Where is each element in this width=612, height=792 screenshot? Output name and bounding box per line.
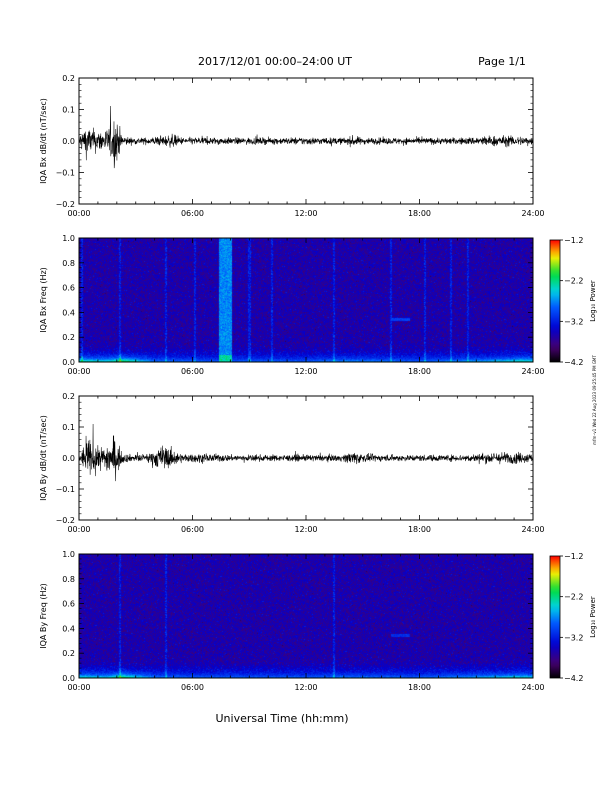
data-series-line <box>79 105 533 169</box>
y-axis-label: IQA Bx Freq (Hz) <box>39 267 48 333</box>
x-tick-label: 12:00 <box>294 367 317 376</box>
side-stamp: mfm–v1 Wed 22 Aug 2023 09:25:45 PM GMT <box>592 355 597 445</box>
colorbar-label: Log₁₀ Power <box>589 280 597 322</box>
x-tick-label: 18:00 <box>408 683 431 692</box>
spectrogram-image <box>79 554 533 678</box>
y-axis-label: IQA By dB/dt (nT/sec) <box>39 415 48 501</box>
y-tick-label: 0.0 <box>62 454 75 463</box>
y-tick-label: 0.0 <box>62 674 75 683</box>
x-tick-label: 24:00 <box>521 525 544 534</box>
x-tick-label: 00:00 <box>67 525 90 534</box>
y-tick-label: 0.2 <box>62 74 75 83</box>
page-indicator: Page 1/1 <box>478 55 526 68</box>
x-tick-label: 18:00 <box>408 367 431 376</box>
x-tick-label: 24:00 <box>521 367 544 376</box>
x-tick-label: 12:00 <box>294 525 317 534</box>
y-tick-label: −0.1 <box>56 485 75 494</box>
y-tick-label: 0.4 <box>62 308 75 317</box>
y-tick-label: 0.2 <box>62 392 75 401</box>
colorbar-tick-label: −4.2 <box>564 358 583 367</box>
bx-dbdt-panel: 00:00 06:00 12:00 18:00 24:00 −0.2 −0.1 0.0 0.1 0… <box>39 74 545 218</box>
x-tick-label: 06:00 <box>181 209 204 218</box>
y-tick-label: 0.1 <box>62 106 75 115</box>
y-tick-label: −0.2 <box>56 200 75 209</box>
y-tick-label: 0.6 <box>62 600 75 609</box>
y-tick-label: −0.2 <box>56 516 75 525</box>
x-tick-label: 06:00 <box>181 525 204 534</box>
y-axis-label: IQA Bx dB/dt (nT/sec) <box>39 98 48 184</box>
y-axis-label: IQA By Freq (Hz) <box>39 583 48 649</box>
colorbar-label: Log₁₀ Power <box>589 596 597 638</box>
colorbar-tick-label: −1.2 <box>564 236 583 245</box>
y-tick-label: −0.1 <box>56 169 75 178</box>
x-tick-label: 24:00 <box>521 209 544 218</box>
y-tick-label: 0.2 <box>62 333 75 342</box>
y-tick-label: 0.2 <box>62 649 75 658</box>
y-tick-label: 1.0 <box>62 550 75 559</box>
x-tick-label: 24:00 <box>521 683 544 692</box>
x-tick-label: 18:00 <box>408 525 431 534</box>
data-series-line <box>79 424 533 482</box>
spectrogram-image <box>79 238 533 362</box>
colorbar-tick-label: −2.2 <box>564 277 583 286</box>
y-tick-label: 0.6 <box>62 284 75 293</box>
x-tick-label: 00:00 <box>67 367 90 376</box>
by-spectrogram-panel: 00:00 06:00 12:00 18:00 24:00 0.0 0.2 0.4 0.6 0.8… <box>39 550 545 692</box>
x-tick-label: 06:00 <box>181 683 204 692</box>
y-tick-label: 0.0 <box>62 137 75 146</box>
y-tick-label: 0.4 <box>62 624 75 633</box>
x-tick-label: 18:00 <box>408 209 431 218</box>
colorbar-scale <box>549 239 561 363</box>
x-tick-label: 00:00 <box>67 683 90 692</box>
x-tick-label: 12:00 <box>294 209 317 218</box>
y-tick-label: 0.1 <box>62 423 75 432</box>
colorbar-tick-label: −4.2 <box>564 674 583 683</box>
x-tick-label: 06:00 <box>181 367 204 376</box>
y-tick-label: 0.0 <box>62 358 75 367</box>
y-tick-label: 0.8 <box>62 575 75 584</box>
colorbar-tick-label: −3.2 <box>564 633 583 642</box>
colorbar-tick-label: −3.2 <box>564 317 583 326</box>
colorbar-tick-label: −2.2 <box>564 593 583 602</box>
x-tick-label: 12:00 <box>294 683 317 692</box>
x-tick-label: 00:00 <box>67 209 90 218</box>
by-dbdt-panel: 00:00 06:00 12:00 18:00 24:00 −0.2 −0.1 0.0 0.1 0… <box>39 392 545 534</box>
bx-colorbar: −4.2 −3.2 −2.2 −1.2 Log₁₀ Power <box>549 236 597 367</box>
colorbar-tick-label: −1.2 <box>564 552 583 561</box>
colorbar-scale <box>549 555 561 679</box>
bx-spectrogram-panel: 00:00 06:00 12:00 18:00 24:00 0.0 0.2 0.4 0.6 0.8… <box>39 234 545 376</box>
y-tick-label: 1.0 <box>62 234 75 243</box>
x-axis-title: Universal Time (hh:mm) <box>216 712 349 725</box>
figure-title: 2017/12/01 00:00–24:00 UT <box>198 55 352 68</box>
y-tick-label: 0.8 <box>62 259 75 268</box>
by-colorbar: −4.2 −3.2 −2.2 −1.2 Log₁₀ Power <box>549 552 597 683</box>
